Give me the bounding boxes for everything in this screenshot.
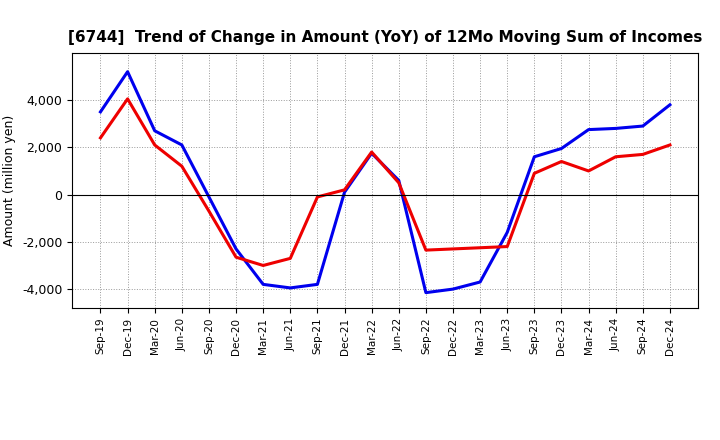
Net Income xyxy=(584,169,593,174)
Net Income xyxy=(557,159,566,164)
Net Income xyxy=(150,142,159,147)
Ordinary Income xyxy=(395,178,403,183)
Net Income xyxy=(449,246,457,252)
Ordinary Income xyxy=(286,285,294,290)
Net Income xyxy=(313,194,322,200)
Ordinary Income xyxy=(313,282,322,287)
Ordinary Income xyxy=(150,128,159,133)
Ordinary Income xyxy=(421,290,430,295)
Y-axis label: Amount (million yen): Amount (million yen) xyxy=(4,115,17,246)
Net Income xyxy=(286,256,294,261)
Ordinary Income xyxy=(178,142,186,147)
Net Income xyxy=(395,180,403,185)
Net Income xyxy=(530,171,539,176)
Ordinary Income xyxy=(530,154,539,159)
Net Income xyxy=(665,142,674,147)
Ordinary Income xyxy=(367,150,376,156)
Line: Ordinary Income: Ordinary Income xyxy=(101,72,670,293)
Net Income xyxy=(259,263,268,268)
Net Income xyxy=(476,245,485,250)
Net Income xyxy=(123,96,132,102)
Line: Net Income: Net Income xyxy=(101,99,670,265)
Ordinary Income xyxy=(123,69,132,74)
Ordinary Income xyxy=(232,246,240,252)
Ordinary Income xyxy=(557,146,566,151)
Ordinary Income xyxy=(204,194,213,200)
Net Income xyxy=(178,164,186,169)
Ordinary Income xyxy=(341,190,349,195)
Ordinary Income xyxy=(259,282,268,287)
Ordinary Income xyxy=(449,286,457,292)
Legend: Ordinary Income, Net Income: Ordinary Income, Net Income xyxy=(241,437,529,440)
Ordinary Income xyxy=(476,279,485,285)
Net Income xyxy=(204,209,213,214)
Net Income xyxy=(421,247,430,253)
Ordinary Income xyxy=(611,126,620,131)
Net Income xyxy=(503,244,511,249)
Net Income xyxy=(639,152,647,157)
Net Income xyxy=(232,255,240,260)
Net Income xyxy=(96,135,105,140)
Net Income xyxy=(367,150,376,155)
Title: [6744]  Trend of Change in Amount (YoY) of 12Mo Moving Sum of Incomes: [6744] Trend of Change in Amount (YoY) o… xyxy=(68,29,703,45)
Ordinary Income xyxy=(665,102,674,107)
Ordinary Income xyxy=(584,127,593,132)
Ordinary Income xyxy=(639,123,647,128)
Ordinary Income xyxy=(96,109,105,114)
Net Income xyxy=(611,154,620,159)
Net Income xyxy=(341,187,349,192)
Ordinary Income xyxy=(503,230,511,235)
